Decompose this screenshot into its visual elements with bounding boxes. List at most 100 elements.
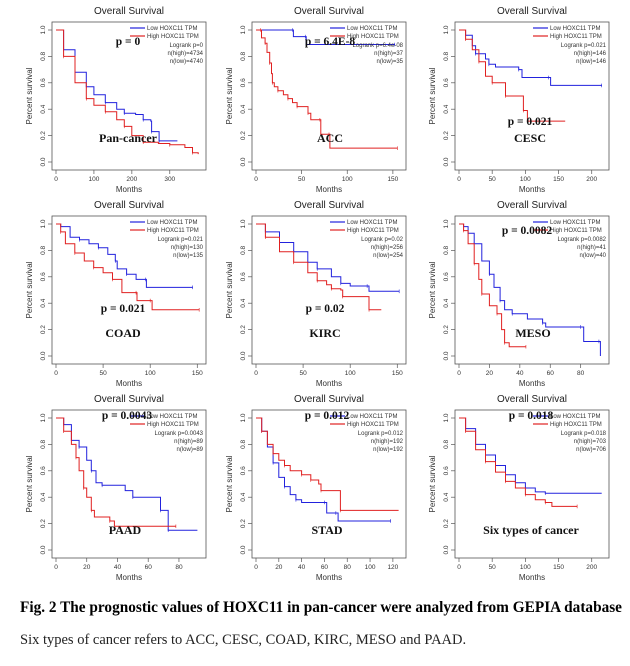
y-tick-label: 0.6: [40, 272, 47, 281]
plot-title: Overall Survival: [94, 200, 164, 211]
p-value-label: p = 0.0043: [102, 410, 153, 422]
km-plot-six-types-of-cancer: Overall Survival 0.0 0.2 0.4 0.6 0.8 1.0 0 50 100…: [428, 394, 610, 582]
stat-text: n(high)=4734: [167, 51, 203, 57]
p-value-label: p = 0.018: [509, 410, 554, 422]
plot-title: Overall Survival: [497, 394, 567, 405]
plot-title: Overall Survival: [94, 6, 164, 17]
x-tick-label: 120: [387, 564, 398, 571]
y-tick-label: 0.0: [40, 545, 47, 554]
x-tick-label: 50: [298, 176, 306, 183]
stat-text: n(low)=89: [176, 447, 203, 453]
legend-label: Low HOXC11 TPM: [147, 26, 197, 32]
y-axis-label: Percent survival: [25, 455, 34, 512]
y-tick-label: 0.4: [443, 104, 450, 113]
x-tick-label: 80: [175, 564, 183, 571]
y-tick-label: 0.0: [240, 351, 247, 360]
x-tick-label: 20: [83, 564, 91, 571]
y-tick-label: 1.0: [40, 413, 47, 422]
y-axis-label: Percent survival: [428, 67, 437, 124]
high-expression-curve: [56, 223, 200, 311]
high-expression-curve: [256, 223, 382, 311]
y-tick-label: 0.8: [40, 440, 47, 449]
legend-label: Low HOXC11 TPM: [147, 414, 197, 420]
x-tick-label: 150: [553, 564, 564, 571]
y-tick-label: 0.4: [40, 104, 47, 113]
stat-text: n(high)=192: [371, 439, 404, 445]
km-plot-stad: Overall Survival 0.0 0.2 0.4 0.6 0.8 1.0 0 20 40 6…: [225, 394, 407, 582]
legend-label: High HOXC11 TPM: [147, 228, 199, 234]
y-tick-label: 0.2: [240, 131, 247, 140]
km-plot-coad: Overall Survival 0.0 0.2 0.4 0.6 0.8 1.0 0 50 100…: [25, 200, 207, 388]
y-tick-label: 0.6: [443, 272, 450, 281]
y-tick-label: 0.2: [443, 131, 450, 140]
x-axis-label: Months: [316, 379, 342, 388]
stat-text: Logrank p=0: [169, 43, 203, 49]
y-axis-label: Percent survival: [25, 261, 34, 318]
y-tick-label: 1.0: [240, 25, 247, 34]
y-tick-label: 0.8: [443, 246, 450, 255]
legend-label: High HOXC11 TPM: [347, 422, 399, 428]
y-tick-label: 0.2: [40, 131, 47, 140]
x-tick-label: 40: [516, 370, 524, 377]
stat-text: n(low)=254: [373, 253, 404, 259]
legend-label: Low HOXC11 TPM: [550, 414, 600, 420]
y-axis-label: Percent survival: [225, 455, 234, 512]
y-tick-label: 0.2: [240, 519, 247, 528]
km-plot-kirc: Overall Survival 0.0 0.2 0.4 0.6 0.8 1.0 0 50 100…: [225, 200, 407, 388]
y-tick-label: 0.4: [40, 492, 47, 501]
stat-text: n(high)=89: [174, 439, 204, 445]
x-tick-label: 0: [457, 564, 461, 571]
y-tick-label: 0.2: [443, 519, 450, 528]
x-tick-label: 100: [88, 176, 99, 183]
stat-text: n(high)=703: [574, 439, 607, 445]
y-tick-label: 0.0: [443, 545, 450, 554]
y-tick-label: 0.4: [240, 298, 247, 307]
y-tick-label: 0.0: [443, 351, 450, 360]
x-tick-label: 60: [145, 564, 153, 571]
stat-text: Logrank p=0.0082: [557, 237, 606, 243]
x-tick-label: 80: [344, 564, 352, 571]
stat-text: n(high)=41: [577, 245, 607, 251]
legend-label: Low HOXC11 TPM: [347, 26, 397, 32]
y-axis-label: Percent survival: [428, 261, 437, 318]
x-tick-label: 40: [298, 564, 306, 571]
y-tick-label: 1.0: [443, 25, 450, 34]
x-tick-label: 20: [486, 370, 494, 377]
plot-frame: [454, 409, 610, 559]
x-tick-label: 60: [547, 370, 555, 377]
x-tick-label: 0: [254, 370, 258, 377]
x-tick-label: 80: [577, 370, 585, 377]
stat-text: Logrank p=0.012: [358, 431, 404, 437]
high-expression-curve: [459, 223, 526, 348]
p-value-label: p = 6.4E-8: [305, 36, 356, 48]
y-tick-label: 0.8: [40, 246, 47, 255]
km-plot-cesc: Overall Survival 0.0 0.2 0.4 0.6 0.8 1.0 0 50 100…: [428, 6, 610, 194]
y-tick-label: 0.6: [240, 78, 247, 87]
y-tick-label: 0.6: [240, 466, 247, 475]
legend-label: High HOXC11 TPM: [147, 422, 199, 428]
x-axis-label: Months: [116, 185, 142, 194]
cancer-type-label: COAD: [105, 326, 141, 340]
x-tick-label: 0: [457, 176, 461, 183]
y-tick-label: 1.0: [40, 25, 47, 34]
km-plot-acc: Overall Survival 0.0 0.2 0.4 0.6 0.8 1.0 0 50 100…: [225, 6, 407, 194]
x-tick-label: 300: [164, 176, 175, 183]
y-tick-label: 0.4: [240, 104, 247, 113]
x-tick-label: 100: [520, 564, 531, 571]
p-value-label: p = 0.021: [508, 116, 553, 128]
km-plot-paad: Overall Survival 0.0 0.2 0.4 0.6 0.8 1.0 0 20 40 6…: [25, 394, 207, 582]
p-value-label: p = 0.0082: [502, 225, 553, 237]
x-tick-label: 40: [114, 564, 122, 571]
stat-text: Logrank p=0.021: [561, 43, 607, 49]
low-expression-curve: [56, 417, 198, 531]
stat-text: Logrank p=6.4e-08: [352, 43, 403, 49]
x-tick-label: 100: [342, 176, 353, 183]
low-expression-curve: [459, 417, 602, 494]
km-plot-pan-cancer: Overall Survival 0.0 0.2 0.4 0.6 0.8 1.0 0 100 20…: [25, 6, 207, 194]
stat-text: Logrank p=0.0043: [154, 431, 203, 437]
x-tick-label: 200: [126, 176, 137, 183]
y-tick-label: 0.2: [40, 519, 47, 528]
stat-text: Logrank p=0.02: [361, 237, 404, 243]
legend-label: High HOXC11 TPM: [147, 34, 199, 40]
x-tick-label: 100: [345, 370, 356, 377]
